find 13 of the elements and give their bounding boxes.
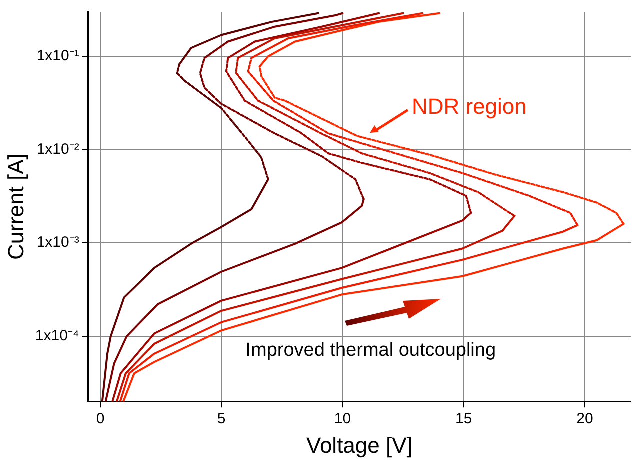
y-tick-label: 1x10⁻³ <box>36 234 80 252</box>
y-tick-label: 1x10⁻¹ <box>36 48 80 65</box>
x-tick-label: 10 <box>334 410 352 428</box>
x-tick-label: 0 <box>96 410 105 428</box>
y-tick-label: 1x10⁻⁴ <box>35 328 80 345</box>
y-tick-label: 1x10⁻² <box>36 140 80 158</box>
annotation: NDR region <box>412 94 527 120</box>
x-tick-label: 5 <box>217 410 226 428</box>
x-axis-title: Voltage [V] <box>306 432 413 458</box>
x-tick-label: 15 <box>456 410 472 428</box>
annotation: Improved thermal outcoupling <box>246 340 496 362</box>
x-tick-label: 20 <box>576 410 594 428</box>
y-axis-title: Current [A] <box>3 154 28 260</box>
